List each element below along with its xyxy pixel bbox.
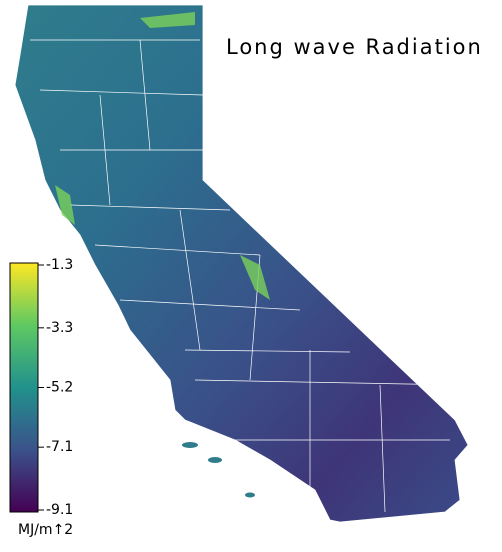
title: Long wave Radiation xyxy=(226,35,483,59)
island xyxy=(208,457,222,463)
island xyxy=(245,492,255,498)
tick-label: -5.2 xyxy=(46,380,73,396)
island xyxy=(182,442,198,448)
hot-spots xyxy=(55,12,270,300)
state-shape xyxy=(14,4,469,523)
county-lines xyxy=(30,39,461,520)
tick-label: -3.3 xyxy=(46,320,73,336)
tick-label: -1.3 xyxy=(46,257,73,273)
tick-label: -9.1 xyxy=(46,502,73,518)
california xyxy=(14,4,469,523)
colorbar-unit: MJ/m↑2 xyxy=(18,522,73,538)
colorbar xyxy=(9,262,39,513)
colorbar-ramp xyxy=(9,262,39,513)
tick-label: -7.1 xyxy=(46,439,73,455)
